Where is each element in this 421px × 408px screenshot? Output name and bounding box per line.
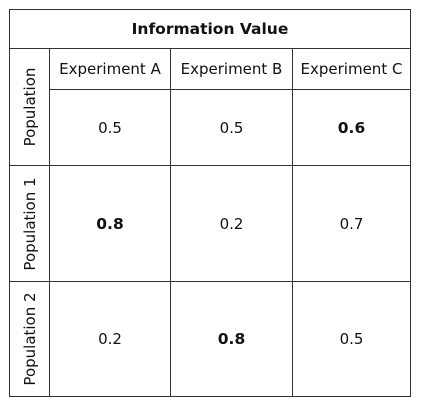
- column-header-experiment-a: Experiment A: [59, 60, 161, 78]
- row-header-population-2: Population 2: [10, 282, 49, 396]
- column-divider-2: [292, 48, 293, 396]
- row-header-population-2-label: Population 2: [20, 292, 39, 386]
- table-cell: 0.7: [339, 214, 364, 233]
- row-header-population: Population: [10, 49, 49, 165]
- table-cell: 0.6: [337, 118, 366, 137]
- header-row-divider: [49, 89, 410, 90]
- table-cell: 0.5: [219, 118, 244, 137]
- table-cell: 0.2: [98, 330, 122, 348]
- column-header-experiment-b: Experiment B: [180, 60, 283, 78]
- table-cell: 0.5: [339, 330, 364, 348]
- row-header-population-1: Population 1: [10, 166, 49, 281]
- information-value-table: Information Value Experiment A Experimen…: [9, 9, 411, 397]
- title-divider: [10, 48, 410, 49]
- table-cell: 0.5: [98, 118, 122, 137]
- row-divider-2: [10, 281, 410, 282]
- table-cell: 0.8: [96, 214, 124, 233]
- table-cell: 0.2: [219, 214, 244, 233]
- row-header-population-label: Population: [20, 67, 39, 147]
- row-divider-1: [10, 165, 410, 166]
- table-cell: 0.8: [217, 330, 246, 348]
- column-header-experiment-c: Experiment C: [300, 60, 403, 78]
- row-label-divider: [49, 48, 50, 396]
- column-divider-1: [170, 48, 171, 396]
- table-title: Information Value: [131, 20, 289, 38]
- row-header-population-1-label: Population 1: [20, 176, 39, 271]
